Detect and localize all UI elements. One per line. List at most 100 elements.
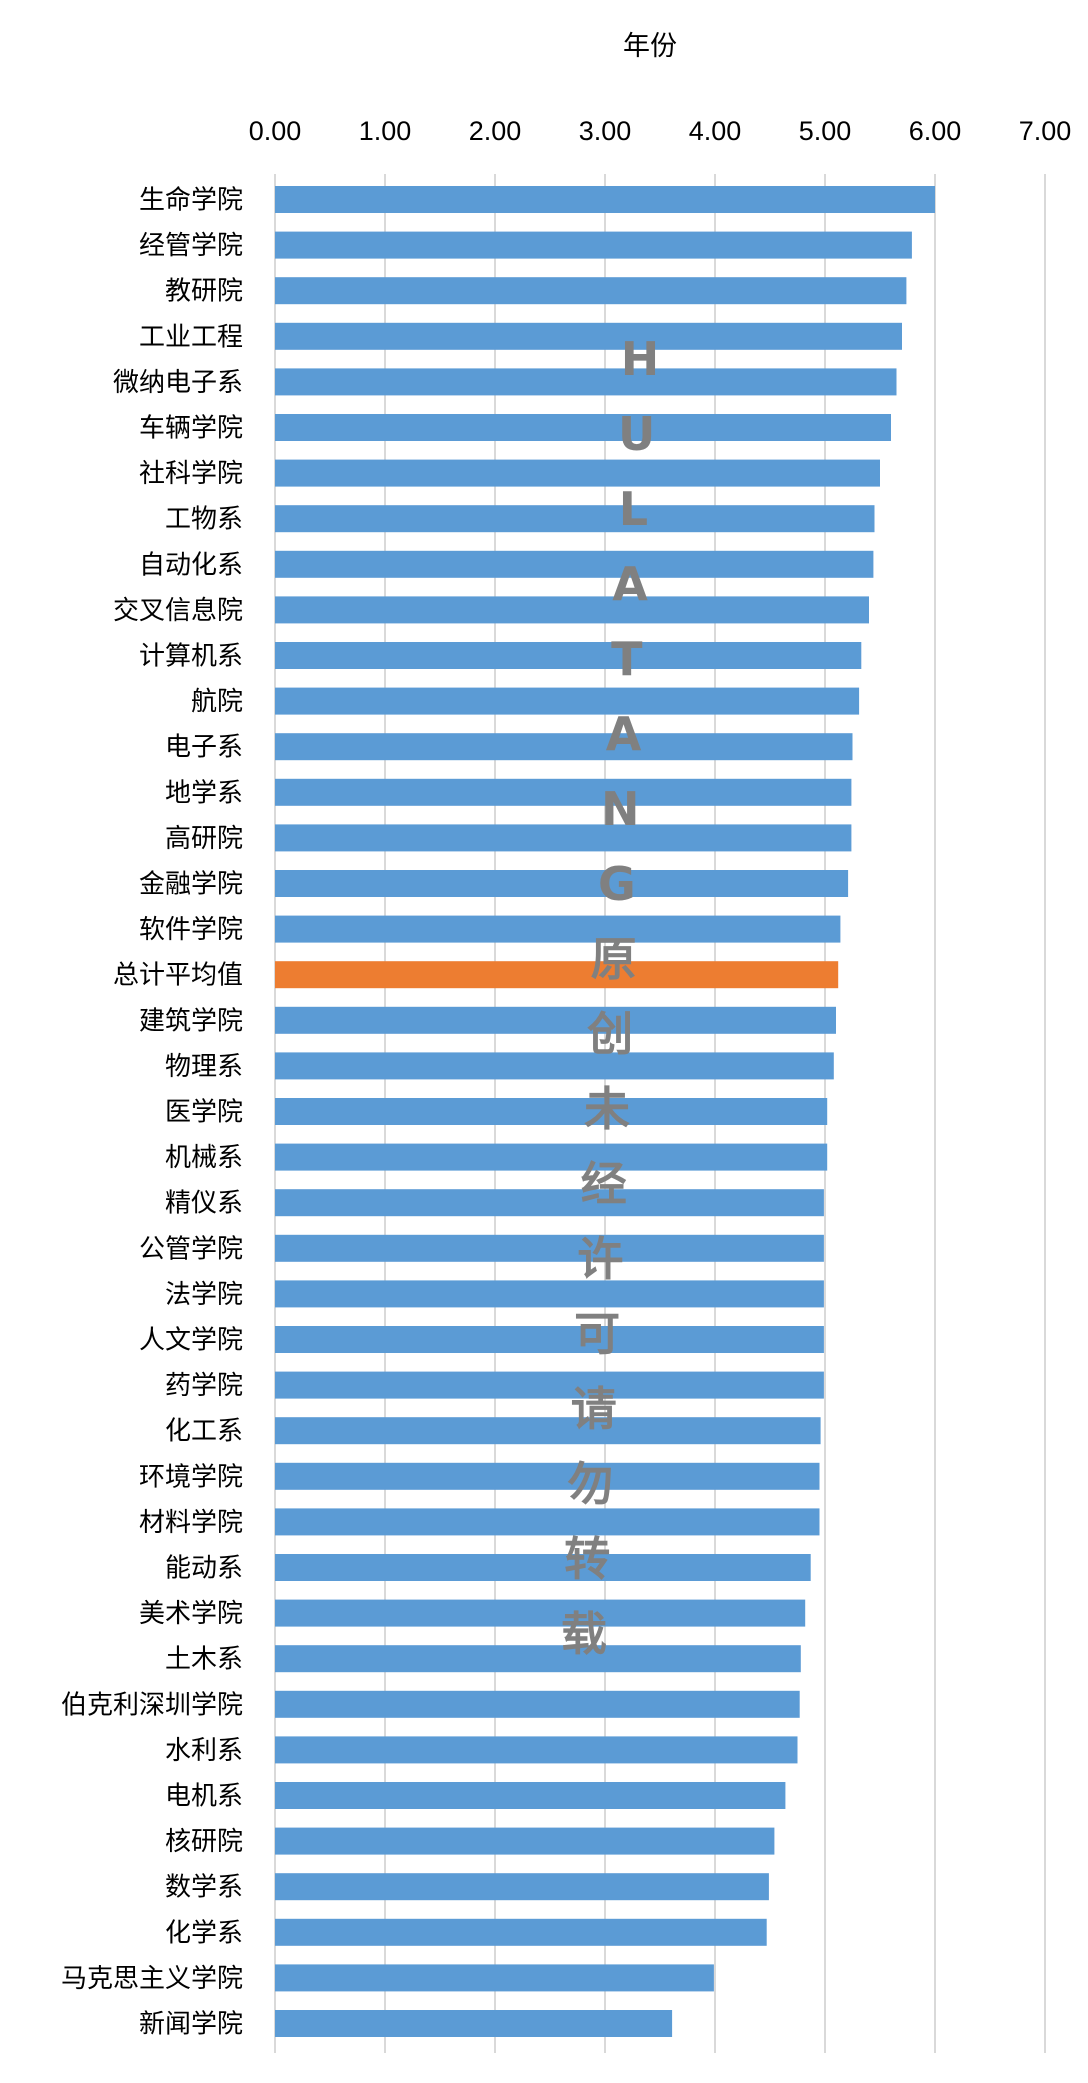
category-label: 教研院 [165, 277, 243, 307]
bar [275, 2010, 673, 2037]
bar [275, 1371, 824, 1399]
bar [275, 459, 880, 487]
category-label: 材料学院 [139, 1508, 243, 1538]
bar [275, 414, 891, 441]
bar [275, 824, 852, 852]
x-tick-label: 3.00 [579, 116, 632, 146]
category-label: 电机系 [165, 1782, 243, 1812]
bar [275, 915, 841, 943]
category-label: 医学院 [165, 1098, 243, 1128]
bar [275, 1599, 806, 1627]
category-labels: 生命学院经管学院教研院工业工程微纳电子系车辆学院社科学院工物系自动化系交叉信息院… [61, 186, 243, 2040]
category-label: 马克思主义学院 [61, 1964, 243, 1994]
bar [275, 733, 853, 761]
category-label: 法学院 [165, 1280, 243, 1310]
category-label: 精仪系 [165, 1189, 243, 1219]
category-label: 建筑学院 [139, 1006, 243, 1036]
category-label: 环境学院 [139, 1462, 243, 1492]
x-tick-labels: 0.00 1.00 2.00 3.00 4.00 5.00 6.00 7.00 [249, 116, 1072, 146]
bar [275, 1234, 824, 1262]
watermark-char: G [598, 857, 636, 911]
bar [275, 1052, 834, 1080]
bar [275, 1326, 824, 1353]
category-label: 新闻学院 [139, 2010, 243, 2040]
x-tick-label: 6.00 [909, 116, 962, 146]
bars [275, 186, 935, 2037]
bar [275, 596, 869, 624]
bar [275, 1417, 821, 1445]
watermark-char: 转 [564, 1532, 610, 1586]
category-label: 药学院 [165, 1371, 243, 1401]
bar [275, 1006, 836, 1034]
x-tick-label: 2.00 [469, 116, 522, 146]
category-label: 化学系 [165, 1918, 243, 1948]
x-tick-label: 7.00 [1019, 116, 1072, 146]
bar [275, 1690, 800, 1718]
category-label: 数学系 [165, 1873, 243, 1903]
bar [275, 231, 912, 259]
bar [275, 1782, 786, 1809]
bar [275, 1143, 828, 1171]
x-tick-label: 1.00 [359, 116, 412, 146]
category-label: 工物系 [165, 505, 243, 535]
bar [275, 1462, 820, 1490]
bar [275, 778, 852, 806]
category-label: 高研院 [165, 824, 243, 854]
bar [275, 1827, 775, 1855]
watermark-char: L [619, 482, 648, 536]
watermark-char: 未 [584, 1082, 630, 1136]
watermark-char: 创 [587, 1007, 633, 1061]
watermark-char: H [621, 332, 660, 386]
category-label: 计算机系 [139, 642, 243, 672]
category-label: 总计平均值 [113, 961, 243, 991]
bar [275, 1508, 820, 1536]
category-label: 土木系 [165, 1645, 243, 1675]
category-label: 金融学院 [139, 870, 243, 900]
category-label: 软件学院 [139, 915, 243, 945]
category-label: 公管学院 [139, 1234, 243, 1264]
chart-title: 年份 [623, 31, 677, 62]
bar [275, 870, 849, 897]
category-label: 能动系 [165, 1554, 243, 1584]
watermark-char: A [612, 557, 648, 611]
category-label: 交叉信息院 [113, 596, 243, 626]
bar [275, 186, 935, 213]
bar [275, 1554, 811, 1581]
x-tick-label: 0.00 [249, 116, 302, 146]
bar [275, 1189, 824, 1217]
category-label: 水利系 [165, 1736, 243, 1766]
bar [275, 1873, 769, 1901]
bar [275, 1280, 824, 1308]
watermark-char: 原 [591, 932, 637, 986]
watermark-char: N [601, 782, 640, 836]
bar [275, 368, 897, 396]
watermark-char: 载 [561, 1607, 607, 1661]
category-label: 微纳电子系 [113, 368, 243, 398]
watermark-char: 请 [571, 1382, 617, 1436]
bar [275, 642, 862, 669]
category-label: 化工系 [165, 1417, 243, 1447]
bar [275, 1918, 767, 1946]
watermark-char: 可 [574, 1307, 620, 1361]
category-label: 地学系 [165, 778, 243, 808]
category-label: 核研院 [165, 1827, 243, 1857]
watermark-char: T [611, 632, 643, 686]
watermark-char: U [618, 407, 655, 461]
category-label: 伯克利深圳学院 [61, 1690, 243, 1720]
category-label: 自动化系 [139, 550, 243, 580]
bar [275, 505, 875, 533]
x-tick-label: 4.00 [689, 116, 742, 146]
category-label: 美术学院 [139, 1599, 243, 1629]
watermark-char: 经 [581, 1157, 627, 1211]
bar [275, 1964, 714, 1992]
bar [275, 1736, 798, 1764]
category-label: 机械系 [165, 1143, 243, 1173]
bar [275, 322, 902, 350]
x-tick-label: 5.00 [799, 116, 852, 146]
bar [275, 1098, 828, 1125]
category-label: 生命学院 [139, 186, 243, 216]
category-label: 物理系 [165, 1052, 243, 1082]
bar [275, 961, 839, 989]
